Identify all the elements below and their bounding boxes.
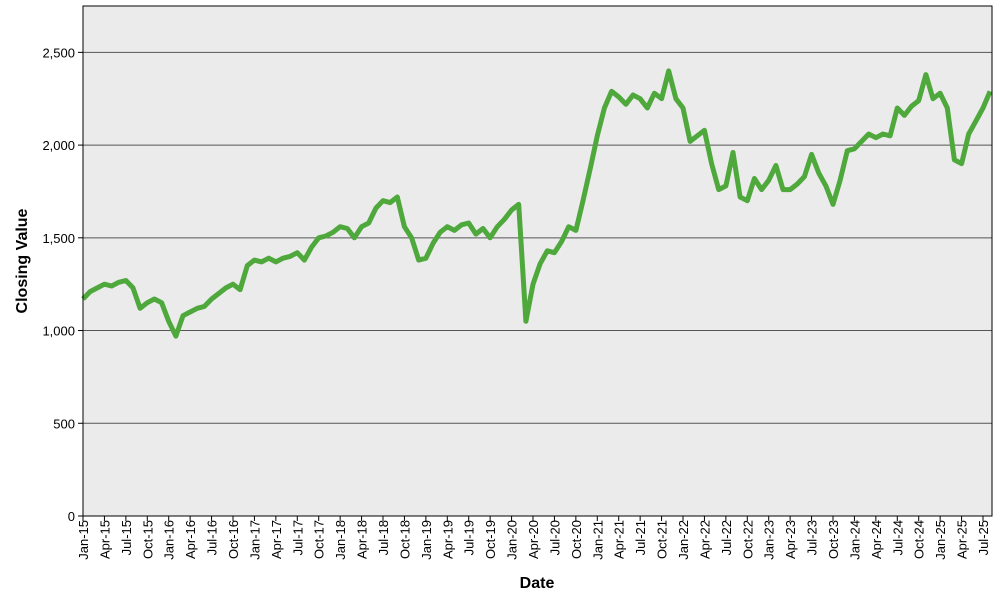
- x-tick-label: Apr-24: [869, 520, 884, 559]
- x-tick-label: Jan-19: [419, 520, 434, 560]
- x-tick-label: Oct-18: [397, 520, 412, 559]
- x-tick-label: Jan-23: [762, 520, 777, 560]
- x-tick-label: Oct-23: [826, 520, 841, 559]
- x-axis-title: Date: [520, 575, 555, 592]
- x-tick-label: Jul-20: [547, 520, 562, 555]
- y-tick-label: 2,500: [42, 45, 75, 60]
- y-tick-label: 0: [68, 509, 75, 524]
- y-axis-title: Closing Value: [14, 208, 31, 313]
- x-tick-label: Apr-22: [697, 520, 712, 559]
- x-tick-label: Apr-17: [269, 520, 284, 559]
- x-tick-label: Jan-22: [676, 520, 691, 560]
- x-tick-label: Oct-22: [740, 520, 755, 559]
- x-tick-label: Oct-19: [483, 520, 498, 559]
- x-tick-label: Apr-16: [183, 520, 198, 559]
- x-tick-label: Oct-21: [655, 520, 670, 559]
- x-tick-label: Jan-20: [505, 520, 520, 560]
- x-tick-label: Jan-24: [847, 520, 862, 560]
- x-tick-label: Apr-19: [440, 520, 455, 559]
- x-tick-label: Jul-24: [890, 520, 905, 555]
- x-tick-label: Apr-21: [612, 520, 627, 559]
- x-tick-label: Jan-16: [162, 520, 177, 560]
- x-tick-label: Jan-17: [247, 520, 262, 560]
- x-tick-label: Jul-16: [205, 520, 220, 555]
- x-tick-label: Apr-15: [97, 520, 112, 559]
- x-tick-label: Jul-18: [376, 520, 391, 555]
- x-tick-label: Jul-25: [976, 520, 991, 555]
- x-tick-label: Jul-21: [633, 520, 648, 555]
- plot-area: [83, 6, 992, 516]
- x-tick-label: Jul-23: [805, 520, 820, 555]
- y-tick-label: 1,000: [42, 324, 75, 339]
- plot-border: [82, 5, 993, 517]
- x-tick-label: Jul-22: [719, 520, 734, 555]
- x-tick-label: Oct-24: [912, 520, 927, 559]
- x-tick-label: Oct-15: [140, 520, 155, 559]
- x-tick-label: Apr-25: [955, 520, 970, 559]
- x-tick-label: Jan-25: [933, 520, 948, 560]
- x-tick-label: Apr-18: [355, 520, 370, 559]
- y-tick-label: 2,000: [42, 138, 75, 153]
- x-tick-label: Oct-17: [312, 520, 327, 559]
- x-tick-label: Jan-18: [333, 520, 348, 560]
- y-tick-label: 500: [53, 416, 75, 431]
- x-tick-label: Jul-19: [462, 520, 477, 555]
- x-tick-label: Oct-20: [569, 520, 584, 559]
- x-tick-label: Jul-15: [119, 520, 134, 555]
- x-tick-label: Jan-21: [590, 520, 605, 560]
- x-tick-label: Jul-17: [290, 520, 305, 555]
- line-series: [81, 68, 993, 339]
- x-tick-label: Oct-16: [226, 520, 241, 559]
- x-tick-label: Apr-20: [526, 520, 541, 559]
- x-tick-label: Apr-23: [783, 520, 798, 559]
- x-tick-label: Jan-15: [76, 520, 91, 560]
- y-tick-label: 1,500: [42, 231, 75, 246]
